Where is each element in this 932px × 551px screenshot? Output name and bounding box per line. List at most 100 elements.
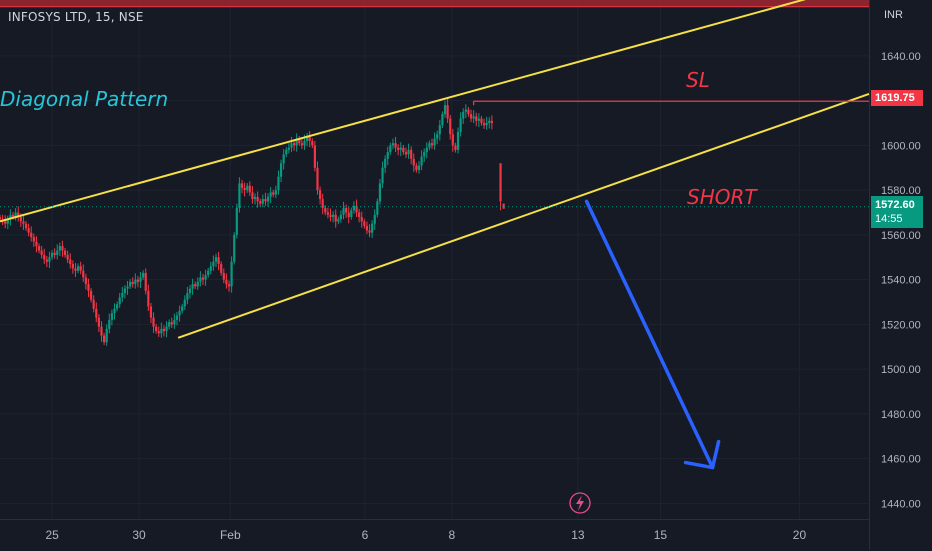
candle-body bbox=[499, 163, 502, 202]
candle-body bbox=[425, 147, 428, 153]
candle-body bbox=[274, 190, 277, 195]
candle-body bbox=[243, 187, 246, 191]
candle-body bbox=[371, 223, 374, 233]
candle-body bbox=[430, 143, 434, 146]
candle-body bbox=[342, 208, 345, 215]
symbol-title[interactable]: INFOSYS LTD, 15, NSE bbox=[8, 10, 144, 24]
candle-body bbox=[253, 196, 257, 200]
candle-body bbox=[358, 212, 361, 217]
trendline-lower bbox=[177, 93, 870, 339]
candle-body bbox=[40, 250, 43, 256]
candle-body bbox=[139, 277, 142, 282]
candle-body bbox=[199, 277, 202, 282]
candle-body bbox=[22, 221, 25, 224]
candle-body bbox=[272, 192, 275, 195]
candle-body bbox=[378, 183, 382, 202]
candle-body bbox=[449, 118, 452, 135]
candle-body bbox=[482, 123, 486, 126]
candle-body bbox=[428, 143, 431, 148]
candle-body bbox=[220, 263, 223, 273]
candle-body bbox=[100, 326, 103, 336]
time-axis-tick: 25 bbox=[45, 528, 59, 542]
candle-body bbox=[87, 284, 90, 291]
candle-body bbox=[462, 111, 465, 119]
price-axis-tick: 1640.00 bbox=[881, 51, 921, 63]
candle-body bbox=[397, 147, 400, 150]
candle-body bbox=[142, 272, 145, 278]
candle-body bbox=[74, 268, 77, 271]
candle-body bbox=[95, 308, 98, 318]
candle-body bbox=[76, 266, 80, 271]
sl-price-tag: 1619.75 bbox=[871, 90, 923, 106]
candle-body bbox=[222, 272, 225, 280]
candle-body bbox=[126, 286, 129, 289]
candle-body bbox=[24, 223, 28, 229]
time-axis-tick: Feb bbox=[220, 528, 241, 542]
candle-body bbox=[144, 272, 147, 291]
currency-label[interactable]: INR bbox=[884, 9, 903, 21]
candle-body bbox=[266, 196, 270, 202]
candle-body bbox=[227, 284, 231, 287]
candle-body bbox=[502, 203, 505, 209]
candle-body bbox=[436, 134, 439, 139]
candle-body bbox=[287, 147, 290, 150]
candle-body bbox=[6, 219, 9, 224]
candle-body bbox=[214, 257, 218, 262]
candle-body bbox=[394, 143, 397, 148]
candle-body bbox=[9, 214, 12, 220]
candle-body bbox=[423, 152, 426, 157]
candle-body bbox=[69, 259, 72, 264]
candle-body bbox=[256, 196, 259, 202]
candle-body bbox=[417, 165, 421, 171]
candle-body bbox=[113, 308, 116, 314]
candle-body bbox=[235, 208, 238, 235]
candle-body bbox=[186, 293, 189, 300]
candle-body bbox=[303, 140, 306, 146]
sl-zone bbox=[0, 0, 869, 7]
candle-body bbox=[201, 277, 205, 280]
candle-body bbox=[238, 183, 241, 209]
candle-body bbox=[37, 246, 41, 251]
price-axis-tick: 1500.00 bbox=[881, 364, 921, 376]
time-axis-tick: 30 bbox=[132, 528, 146, 542]
candle-body bbox=[0, 217, 2, 220]
candle-body bbox=[17, 212, 20, 217]
candle-body bbox=[300, 143, 303, 146]
candle-body bbox=[446, 105, 449, 119]
candle-body bbox=[27, 228, 30, 233]
trendline-upper bbox=[0, 0, 807, 223]
candle-body bbox=[410, 149, 413, 159]
candle-body bbox=[207, 270, 210, 276]
candle-body bbox=[472, 116, 475, 119]
candle-body bbox=[313, 145, 316, 168]
lightning-icon bbox=[576, 495, 584, 511]
candle-body bbox=[488, 120, 491, 124]
time-axis-tick: 15 bbox=[654, 528, 668, 542]
candle-body bbox=[175, 315, 179, 320]
candle-body bbox=[58, 246, 61, 251]
candle-body bbox=[136, 279, 140, 282]
candle-body bbox=[279, 163, 283, 177]
candle-body bbox=[454, 145, 457, 150]
candle-body bbox=[82, 270, 85, 278]
candle-body bbox=[53, 252, 56, 256]
candle-body bbox=[438, 125, 441, 135]
candle-body bbox=[277, 176, 280, 191]
candle-body bbox=[475, 116, 478, 121]
time-axis[interactable] bbox=[0, 519, 869, 551]
candle-body bbox=[441, 114, 444, 126]
candle-body bbox=[480, 118, 483, 124]
candle-body bbox=[134, 279, 137, 285]
candle-body bbox=[451, 134, 454, 146]
candle-body bbox=[290, 143, 293, 148]
candle-body bbox=[295, 138, 298, 146]
candle-body bbox=[350, 210, 353, 217]
candle-body bbox=[355, 205, 358, 213]
projection-arrow bbox=[584, 199, 715, 470]
stop-loss-label: SL bbox=[686, 68, 710, 92]
candle-body bbox=[181, 306, 184, 311]
candle-body bbox=[63, 250, 67, 256]
candle-body bbox=[19, 216, 22, 222]
